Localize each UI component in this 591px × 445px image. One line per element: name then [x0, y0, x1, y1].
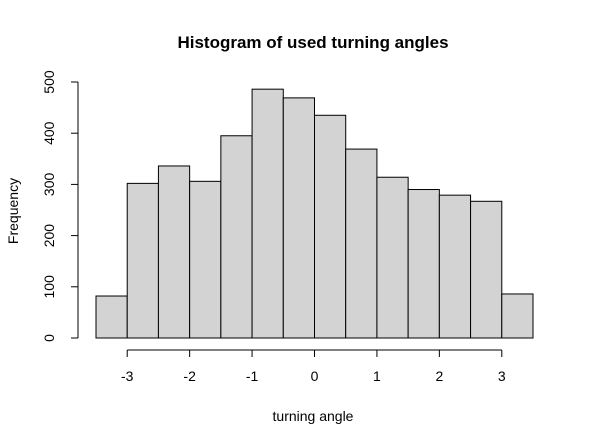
y-tick-label: 0: [41, 334, 57, 342]
y-tick-label: 300: [41, 173, 57, 197]
y-axis: 0 100 200 300 400 500: [41, 70, 79, 342]
chart-title: Histogram of used turning angles: [177, 33, 448, 52]
histogram-bar: [220, 135, 253, 339]
y-tick-label: 100: [41, 275, 57, 299]
histogram-bar: [95, 295, 128, 339]
y-tick-label: 500: [41, 70, 57, 94]
histogram-bar: [407, 189, 440, 339]
histogram-bar: [251, 88, 284, 339]
x-tick-label: -2: [183, 368, 196, 384]
histogram-bar: [438, 194, 472, 339]
y-tick-label: 400: [41, 121, 57, 145]
y-axis-label: Frequency: [5, 178, 21, 244]
x-tick-label: 2: [435, 368, 443, 384]
histogram-bar: [126, 182, 159, 339]
bars-group: [95, 88, 534, 339]
x-axis-label: turning angle: [273, 408, 354, 424]
histogram-bar: [345, 148, 378, 339]
histogram-bar: [282, 97, 315, 339]
x-tick-label: 1: [373, 368, 381, 384]
histogram-bar: [189, 180, 222, 339]
x-tick-label: -3: [121, 368, 134, 384]
y-tick-label: 200: [41, 224, 57, 248]
x-axis: -3 -2 -1 0 1 2 3: [121, 349, 506, 384]
histogram-bar: [376, 176, 409, 339]
x-tick-label: -1: [246, 368, 259, 384]
histogram-bar: [314, 114, 347, 339]
histogram-bar: [501, 293, 534, 339]
x-tick-label: 0: [311, 368, 319, 384]
histogram-bar: [157, 165, 191, 339]
x-tick-label: 3: [498, 368, 506, 384]
histogram-bar: [470, 200, 503, 339]
